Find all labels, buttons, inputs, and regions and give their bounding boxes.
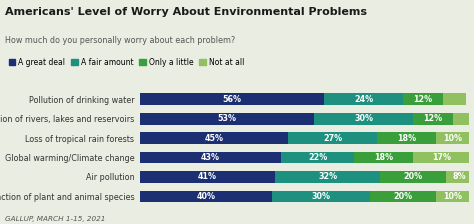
Text: 27%: 27% — [323, 134, 342, 143]
Bar — [371, 191, 437, 202]
Bar — [140, 113, 314, 125]
Text: 12%: 12% — [414, 95, 433, 104]
Bar — [354, 152, 413, 163]
Bar — [413, 113, 453, 125]
Bar — [446, 171, 473, 183]
Text: 10%: 10% — [443, 192, 462, 201]
Bar — [324, 93, 403, 105]
Text: 32%: 32% — [318, 172, 337, 181]
Legend: A great deal, A fair amount, Only a little, Not at all: A great deal, A fair amount, Only a litt… — [9, 58, 244, 67]
Bar — [140, 152, 282, 163]
Bar — [140, 132, 288, 144]
Text: 18%: 18% — [374, 153, 393, 162]
Bar — [436, 132, 469, 144]
Bar — [275, 171, 380, 183]
Text: How much do you personally worry about each problem?: How much do you personally worry about e… — [5, 36, 235, 45]
Bar — [377, 132, 436, 144]
Bar — [288, 132, 377, 144]
Text: 45%: 45% — [204, 134, 223, 143]
Bar — [413, 152, 469, 163]
Bar — [314, 113, 413, 125]
Text: 12%: 12% — [423, 114, 443, 123]
Bar — [443, 93, 466, 105]
Text: 41%: 41% — [198, 172, 217, 181]
Text: 53%: 53% — [218, 114, 237, 123]
Text: Americans' Level of Worry About Environmental Problems: Americans' Level of Worry About Environm… — [5, 7, 367, 17]
Text: 43%: 43% — [201, 153, 220, 162]
Text: 22%: 22% — [308, 153, 328, 162]
Bar — [282, 152, 354, 163]
Text: 20%: 20% — [394, 192, 413, 201]
Bar — [380, 171, 446, 183]
Bar — [272, 191, 370, 202]
Text: 30%: 30% — [311, 192, 330, 201]
Text: 20%: 20% — [404, 172, 423, 181]
Text: GALLUP, MARCH 1-15, 2021: GALLUP, MARCH 1-15, 2021 — [5, 216, 105, 222]
Text: 10%: 10% — [443, 134, 462, 143]
Text: 17%: 17% — [432, 153, 451, 162]
Text: 18%: 18% — [397, 134, 416, 143]
Bar — [140, 93, 324, 105]
Bar — [453, 113, 469, 125]
Text: 56%: 56% — [223, 95, 242, 104]
Bar — [140, 171, 275, 183]
Bar — [436, 191, 469, 202]
Bar — [140, 191, 272, 202]
Text: 8%: 8% — [453, 172, 466, 181]
Text: 24%: 24% — [354, 95, 374, 104]
Bar — [403, 93, 443, 105]
Text: 40%: 40% — [196, 192, 215, 201]
Text: 30%: 30% — [355, 114, 374, 123]
